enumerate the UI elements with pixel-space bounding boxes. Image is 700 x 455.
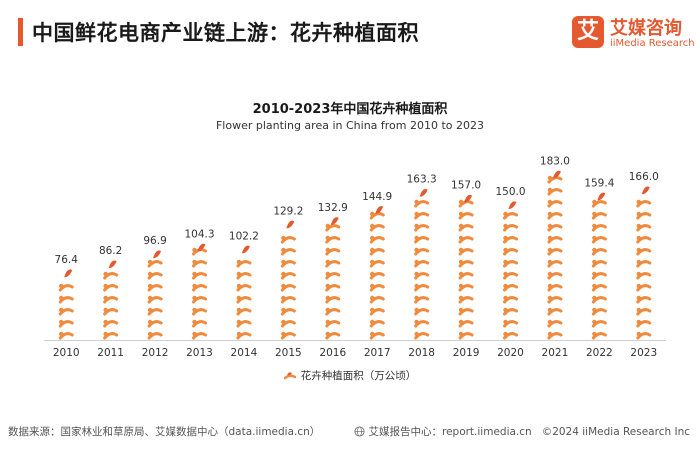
bar-2015[interactable] — [280, 220, 296, 340]
x-tick-2023: 2023 — [630, 347, 657, 359]
value-label-2018: 163.3 — [407, 174, 437, 186]
value-label-2019: 157.0 — [451, 180, 481, 192]
bar-2022[interactable] — [591, 192, 607, 340]
x-tick-2020: 2020 — [497, 347, 524, 359]
copyright: ©2024 iiMedia Research Inc — [541, 426, 690, 438]
data-source: 数据来源：国家林业和草原局、艾媒数据中心（data.iimedia.cn） — [8, 426, 321, 438]
x-tick-2013: 2013 — [186, 347, 213, 359]
logo-mark-icon: 艾 — [572, 16, 604, 48]
x-tick-2012: 2012 — [142, 347, 169, 359]
report-center-link[interactable]: 艾媒报告中心：report.iimedia.cn — [368, 426, 532, 438]
x-tick-2010: 2010 — [53, 347, 80, 359]
value-label-2016: 132.9 — [318, 202, 348, 214]
bar-2019[interactable] — [458, 194, 474, 340]
value-label-2021: 183.0 — [540, 155, 570, 167]
x-tick-2022: 2022 — [586, 347, 613, 359]
bar-2016[interactable] — [325, 217, 341, 340]
bar-2010[interactable] — [58, 269, 74, 340]
value-label-2013: 104.3 — [184, 228, 214, 240]
value-label-2014: 102.2 — [229, 230, 259, 242]
logo-cn-text: 艾媒咨询 — [610, 18, 682, 39]
bar-2014[interactable] — [236, 245, 252, 340]
x-tick-2015: 2015 — [275, 347, 302, 359]
bar-2023[interactable] — [636, 186, 652, 340]
bar-2020[interactable] — [503, 201, 518, 340]
value-label-2010: 76.4 — [55, 254, 79, 266]
footer-info: 艾媒报告中心：report.iimedia.cn ©2024 iiMedia Re… — [354, 424, 690, 439]
page-title: 中国鲜花电商产业链上游：花卉种植面积 — [32, 21, 419, 45]
x-tick-2019: 2019 — [453, 347, 480, 359]
bar-2021[interactable] — [547, 170, 563, 340]
chart-subtitle: Flower planting area in China from 2010 … — [215, 119, 485, 132]
x-tick-2011: 2011 — [97, 347, 124, 359]
chart-legend: 花卉种植面积（万公顷） — [0, 368, 700, 383]
globe-icon — [354, 426, 366, 437]
value-label-2017: 144.9 — [362, 191, 392, 203]
legend-flower-icon — [283, 372, 296, 380]
value-label-2023: 166.0 — [629, 171, 659, 183]
value-label-2022: 159.4 — [584, 177, 614, 189]
title-accent-bar — [18, 18, 23, 46]
bar-2017[interactable] — [369, 206, 385, 340]
brand-logo[interactable]: 艾 艾媒咨询 iiMedia Research — [572, 14, 695, 54]
value-label-2011: 86.2 — [99, 245, 122, 257]
header: 中国鲜花电商产业链上游：花卉种植面积 艾 艾媒咨询 iiMedia Resear… — [0, 0, 700, 60]
x-tick-2021: 2021 — [542, 347, 569, 359]
x-tick-2017: 2017 — [364, 347, 391, 359]
x-tick-2018: 2018 — [408, 347, 435, 359]
bar-2011[interactable] — [103, 260, 119, 340]
x-tick-2014: 2014 — [231, 347, 258, 359]
bar-2013[interactable] — [192, 243, 207, 340]
value-label-2020: 150.0 — [495, 186, 525, 198]
legend-label: 花卉种植面积（万公顷） — [300, 370, 417, 382]
bar-2012[interactable] — [147, 250, 163, 340]
logo-en-text: iiMedia Research — [610, 38, 695, 49]
value-label-2012: 96.9 — [143, 235, 166, 247]
bar-chart: 76.4 2010 86.2 2011 96.9 2012 104.3 2013 102.2 20… — [44, 155, 666, 359]
value-label-2015: 129.2 — [273, 205, 303, 217]
x-tick-2016: 2016 — [319, 347, 346, 359]
chart-title: 2010-2023年中国花卉种植面积 — [252, 102, 448, 117]
bar-2018[interactable] — [414, 189, 430, 340]
